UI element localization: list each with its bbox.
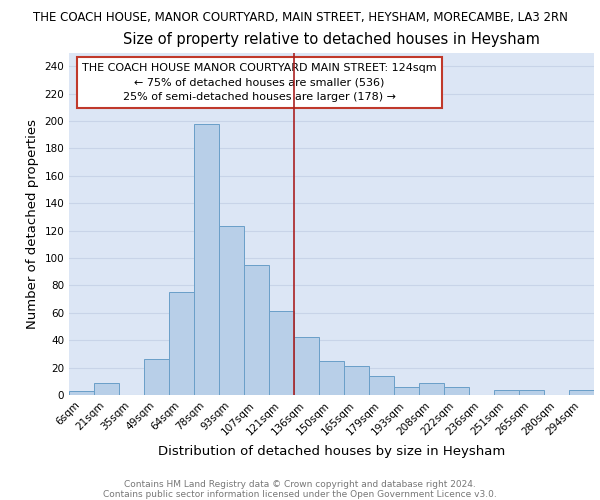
Bar bbox=[69, 391, 94, 395]
Bar bbox=[269, 312, 294, 395]
Bar bbox=[194, 124, 219, 395]
Bar bbox=[569, 390, 594, 395]
Bar bbox=[244, 265, 269, 395]
Bar bbox=[169, 292, 194, 395]
Bar bbox=[369, 376, 394, 395]
Bar bbox=[494, 390, 519, 395]
Bar bbox=[94, 382, 119, 395]
Bar bbox=[344, 366, 369, 395]
Bar bbox=[419, 382, 444, 395]
Text: THE COACH HOUSE MANOR COURTYARD MAIN STREET: 124sqm
← 75% of detached houses are: THE COACH HOUSE MANOR COURTYARD MAIN STR… bbox=[82, 63, 437, 102]
Bar bbox=[294, 338, 319, 395]
Text: Contains HM Land Registry data © Crown copyright and database right 2024.
Contai: Contains HM Land Registry data © Crown c… bbox=[103, 480, 497, 499]
Title: Size of property relative to detached houses in Heysham: Size of property relative to detached ho… bbox=[123, 32, 540, 47]
Bar bbox=[394, 387, 419, 395]
Bar bbox=[319, 361, 344, 395]
Text: THE COACH HOUSE, MANOR COURTYARD, MAIN STREET, HEYSHAM, MORECAMBE, LA3 2RN: THE COACH HOUSE, MANOR COURTYARD, MAIN S… bbox=[32, 11, 568, 24]
Bar bbox=[444, 387, 469, 395]
Bar bbox=[519, 390, 544, 395]
Bar bbox=[144, 360, 169, 395]
Bar bbox=[219, 226, 244, 395]
Y-axis label: Number of detached properties: Number of detached properties bbox=[26, 118, 39, 329]
X-axis label: Distribution of detached houses by size in Heysham: Distribution of detached houses by size … bbox=[158, 445, 505, 458]
